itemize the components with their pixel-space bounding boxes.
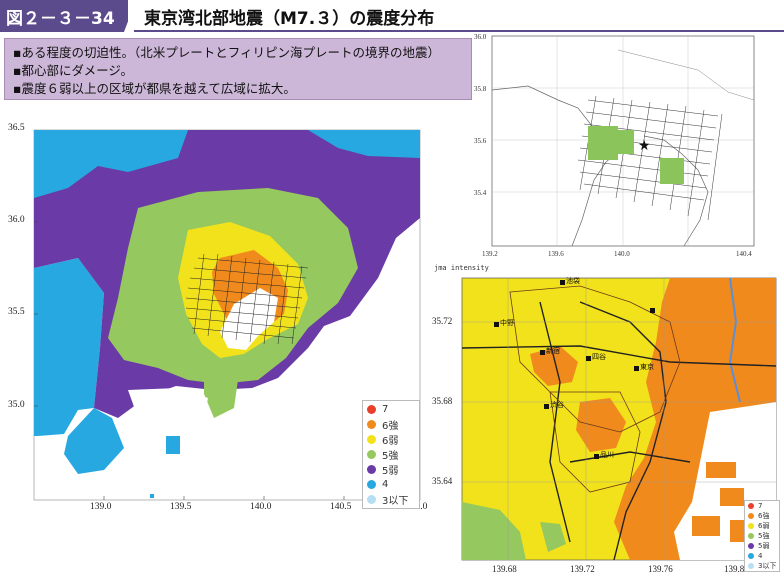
fault-y-tick: 36.0 xyxy=(474,33,487,41)
legend-item: 4 xyxy=(745,551,779,561)
legend-label: 6強 xyxy=(758,512,770,520)
header-divider xyxy=(134,30,784,32)
figure-title: 東京湾北部地震（M7.３）の震度分布 xyxy=(144,9,435,29)
main-y-tick: 35.5 xyxy=(8,307,25,317)
legend-item: 7 xyxy=(363,402,419,417)
legend-swatch xyxy=(367,405,376,414)
place-label: 品川 xyxy=(600,451,614,459)
place-label: 新宿 xyxy=(546,347,560,355)
fault-plane-grid xyxy=(185,253,309,345)
legend-item: 5弱 xyxy=(745,541,779,551)
fault-x-tick: 140.4 xyxy=(736,250,752,258)
kanto-intensity-map: 36.5 36.0 35.5 35.0 139.0 139.5 140.0 14… xyxy=(8,118,432,518)
legend-label: 6弱 xyxy=(382,436,399,447)
legend-swatch xyxy=(367,450,376,459)
place-label: 渋谷 xyxy=(550,401,564,409)
legend-label: 6弱 xyxy=(758,522,770,530)
legend-label: 5弱 xyxy=(382,466,399,477)
legend-label: 7 xyxy=(758,502,763,510)
detail-x-tick: 139.68 xyxy=(492,564,517,574)
legend-item: 6強 xyxy=(745,511,779,521)
fault-map-canvas: ★ xyxy=(491,35,755,247)
detail-y-tick: 35.72 xyxy=(432,316,453,326)
main-x-tick: 139.0 xyxy=(90,502,112,512)
detail-x-tick: 139.72 xyxy=(570,564,595,574)
fault-x-tick: 139.2 xyxy=(482,250,498,258)
kanto-map-canvas xyxy=(33,129,421,501)
legend-swatch xyxy=(748,543,754,549)
fault-x-tick: 139.6 xyxy=(548,250,564,258)
fault-y-tick: 35.6 xyxy=(474,137,487,145)
legend-item: 6強 xyxy=(363,417,419,432)
epicenter-star-icon: ★ xyxy=(638,138,651,154)
legend-label: 7 xyxy=(382,404,389,415)
legend-swatch xyxy=(367,465,376,474)
legend-swatch xyxy=(748,523,754,529)
legend-swatch xyxy=(367,480,376,489)
legend-item: 6弱 xyxy=(745,521,779,531)
main-y-tick: 36.0 xyxy=(8,215,25,225)
figure-number: 図２－３－34 xyxy=(6,9,115,29)
main-x-tick: 139.5 xyxy=(170,502,192,512)
place-label: 中野 xyxy=(500,319,514,327)
legend-label: 6強 xyxy=(382,421,399,432)
bullet-3: ▪震度６弱以上の区域が都県を越えて広域に拡大。 xyxy=(13,81,296,96)
legend-swatch xyxy=(748,553,754,559)
figure-number-badge xyxy=(0,0,128,32)
legend-swatch xyxy=(367,495,376,504)
legend-label: 4 xyxy=(758,552,763,560)
detail-legend: 7 6強 6弱 5強 5弱 4 3以下 xyxy=(744,500,780,572)
main-x-tick: 140.5 xyxy=(330,502,352,512)
summary-callout: ▪ある程度の切迫性。（北米プレートとフィリピン海プレートの境界の地震） ▪都心部… xyxy=(4,38,472,100)
legend-item: 7 xyxy=(745,501,779,511)
place-label: 池袋 xyxy=(566,277,580,285)
place-label: 四谷 xyxy=(592,353,606,361)
fault-y-tick: 35.8 xyxy=(474,85,487,93)
bullet-1: ▪ある程度の切迫性。（北米プレートとフィリピン海プレートの境界の地震） xyxy=(13,45,440,60)
legend-item: 5強 xyxy=(745,531,779,541)
detail-x-tick: 139.76 xyxy=(648,564,673,574)
fault-asperity xyxy=(588,126,684,184)
detail-caption: jma intensity xyxy=(434,264,489,272)
legend-label: 3以下 xyxy=(758,562,777,570)
legend-swatch xyxy=(367,435,376,444)
legend-swatch xyxy=(748,563,754,569)
fault-y-tick: 35.4 xyxy=(474,189,487,197)
detail-y-tick: 35.64 xyxy=(432,476,453,486)
legend-swatch xyxy=(748,513,754,519)
tokyo-detail-map: jma intensity xyxy=(430,262,784,579)
legend-item: 3以下 xyxy=(745,561,779,571)
main-y-tick: 35.0 xyxy=(8,400,25,410)
detail-x-tick: 139.80 xyxy=(724,564,749,574)
legend-swatch xyxy=(367,420,376,429)
legend-swatch xyxy=(748,503,754,509)
fault-model-map: ★ 36.0 35.8 35.6 35.4 139.2 139.6 140.0 … xyxy=(468,30,758,266)
legend-label: 5強 xyxy=(382,451,399,462)
main-x-tick: 140.0 xyxy=(250,502,272,512)
figure-header: 図２－３－34 東京湾北部地震（M7.３）の震度分布 xyxy=(0,0,784,32)
legend-item: 5強 xyxy=(363,447,419,462)
main-legend: 7 6強 6弱 5強 5弱 4 3以下 xyxy=(362,400,420,509)
legend-item: 4 xyxy=(363,477,419,492)
bullet-2: ▪都心部にダメージ。 xyxy=(13,63,133,78)
detail-map-canvas xyxy=(461,277,777,561)
place-label: 東京 xyxy=(640,363,654,371)
legend-label: 4 xyxy=(382,479,389,490)
legend-label: 5強 xyxy=(758,532,770,540)
legend-item: 5弱 xyxy=(363,462,419,477)
legend-item: 3以下 xyxy=(363,492,419,507)
legend-item: 6弱 xyxy=(363,432,419,447)
main-y-tick: 36.5 xyxy=(8,123,25,133)
fault-x-tick: 140.0 xyxy=(614,250,630,258)
detail-y-tick: 35.68 xyxy=(432,396,453,406)
legend-label: 3以下 xyxy=(382,496,409,507)
legend-swatch xyxy=(748,533,754,539)
legend-label: 5弱 xyxy=(758,542,770,550)
